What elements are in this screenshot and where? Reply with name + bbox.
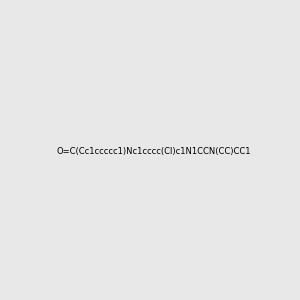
Text: O=C(Cc1ccccc1)Nc1cccc(Cl)c1N1CCN(CC)CC1: O=C(Cc1ccccc1)Nc1cccc(Cl)c1N1CCN(CC)CC1 — [56, 147, 251, 156]
